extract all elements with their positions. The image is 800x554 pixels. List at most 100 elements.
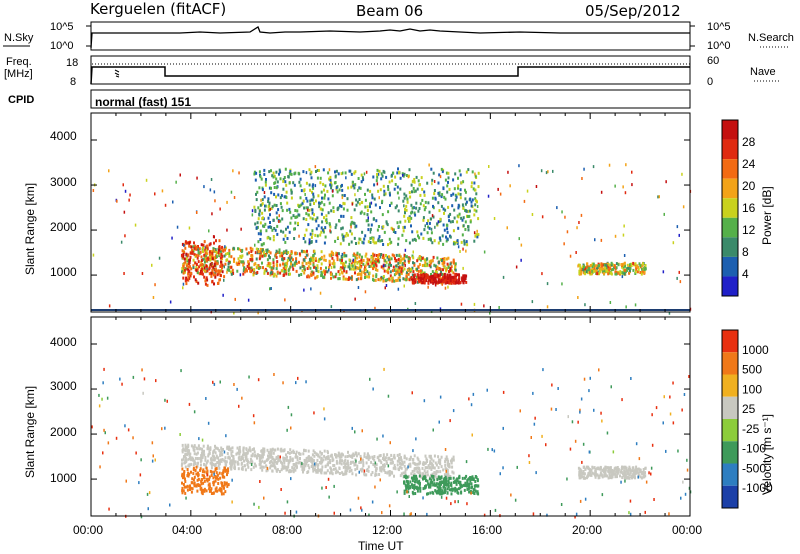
data-cell [206,469,209,473]
data-cell [627,471,629,475]
data-cell [574,515,576,519]
data-cell [418,207,421,210]
data-cell [287,451,289,455]
data-cell [272,175,275,179]
data-cell [240,458,243,462]
data-cell [282,187,285,191]
data-cell [418,236,421,240]
data-cell [182,282,185,286]
data-cell [363,469,366,473]
data-cell [181,486,184,490]
data-cell [303,288,305,292]
data-cell [422,218,425,222]
data-cell [672,381,674,385]
data-cell [259,461,262,464]
data-cell [354,253,357,257]
data-cell [382,253,385,257]
data-cell [270,287,272,290]
data-cell [385,460,388,463]
data-cell [427,492,430,496]
data-cell [606,431,609,435]
data-cell [365,252,368,256]
data-cell [265,178,267,181]
data-cell [307,456,310,460]
data-cell [182,447,185,451]
data-cell [648,471,650,475]
data-cell [154,283,156,287]
data-cell [672,241,675,245]
data-cell [377,225,380,228]
data-cell [292,181,295,185]
data-cell [446,273,449,277]
vel-colorbar-label: Velocity [m s⁻¹] [760,414,774,495]
data-cell [344,264,347,268]
data-cell [242,269,245,273]
data-cell [418,474,421,478]
data-cell [301,201,304,205]
data-cell [576,226,578,230]
data-cell [211,271,214,275]
data-cell [367,258,370,262]
data-cell [452,259,455,263]
data-cell [439,217,442,221]
data-cell [451,204,454,208]
data-cell [268,256,271,260]
data-cell [468,214,471,218]
data-cell [308,275,311,279]
data-cell [630,469,633,473]
data-cell [412,206,415,210]
data-cell [366,205,369,209]
data-cell [435,463,438,467]
data-cell [382,277,385,281]
data-cell [359,266,362,270]
data-cell [348,454,351,458]
data-cell [445,467,448,471]
data-cell [453,216,456,220]
data-cell [288,207,291,211]
data-cell [200,454,203,457]
data-cell [190,462,193,466]
data-cell [402,226,405,230]
data-cell [230,451,233,455]
data-cell [451,470,454,474]
data-cell [345,469,348,473]
data-cell [358,253,361,257]
data-cell [392,455,395,459]
data-cell [360,457,362,461]
data-cell [196,267,199,271]
data-cell [320,200,323,204]
data-cell [230,454,233,458]
data-cell [689,490,692,494]
data-cell [344,469,347,473]
data-cell [616,271,619,275]
data-cell [210,274,213,278]
data-cell [290,450,293,454]
data-cell [320,255,323,259]
data-cell [622,233,625,237]
data-cell [625,305,627,309]
data-cell [379,278,382,282]
data-cell [358,202,361,206]
data-cell [375,467,378,471]
data-cell [239,450,242,454]
data-cell [271,205,274,209]
data-cell [629,266,632,270]
data-cell [360,460,363,464]
data-cell [475,233,478,237]
data-cell [209,252,211,256]
data-cell [440,167,443,171]
data-cell [467,225,470,229]
data-cell [302,250,305,253]
data-cell [409,455,412,459]
data-cell [337,252,340,256]
data-cell [369,377,371,381]
data-cell [284,298,286,302]
data-cell [204,260,206,264]
data-cell [609,301,612,304]
data-cell [184,449,187,453]
data-cell [183,455,185,458]
data-cell [400,466,403,470]
data-cell [628,473,631,477]
data-cell [483,304,485,308]
data-cell [251,247,254,251]
